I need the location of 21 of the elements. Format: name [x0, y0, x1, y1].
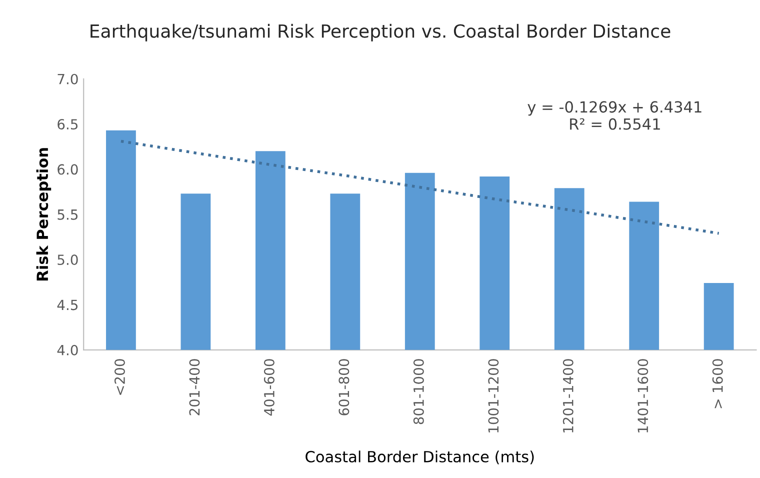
y-tick-label: 4.0: [57, 344, 78, 356]
chart-title: Earthquake/tsunami Risk Perception vs. Coastal Border Distance: [90, 24, 670, 42]
x-tick-label: 801-1000: [413, 359, 424, 424]
x-tick-label: > 1600: [712, 359, 723, 408]
y-tick-label: 6.0: [58, 164, 78, 175]
x-tick-label: 201-400: [189, 359, 200, 416]
x-tick-label: 1001-1200: [488, 359, 499, 432]
x-tick-label: 601-800: [338, 359, 350, 416]
x-axis-title: Coastal Border Distance (mts): [306, 450, 534, 464]
y-tick-label: 7.0: [58, 74, 78, 84]
y-tick-label: 5.5: [58, 210, 78, 220]
y-tick-label: 6.5: [58, 119, 78, 130]
x-tick-label: <200: [114, 359, 125, 395]
x-tick-label: 401-600: [264, 359, 274, 416]
annotation: y = -0.1269x + 6.4341 R² = 0.5541: [528, 101, 702, 130]
y-axis-title: Risk Perception: [36, 148, 52, 280]
y-tick-label: 4.5: [57, 300, 78, 310]
x-tick-label: 1201-1400: [562, 359, 574, 432]
x-tick-label: 1401-1600: [638, 359, 648, 432]
line-series: [120, 140, 720, 235]
y-tick-label: 5.0: [58, 254, 78, 266]
